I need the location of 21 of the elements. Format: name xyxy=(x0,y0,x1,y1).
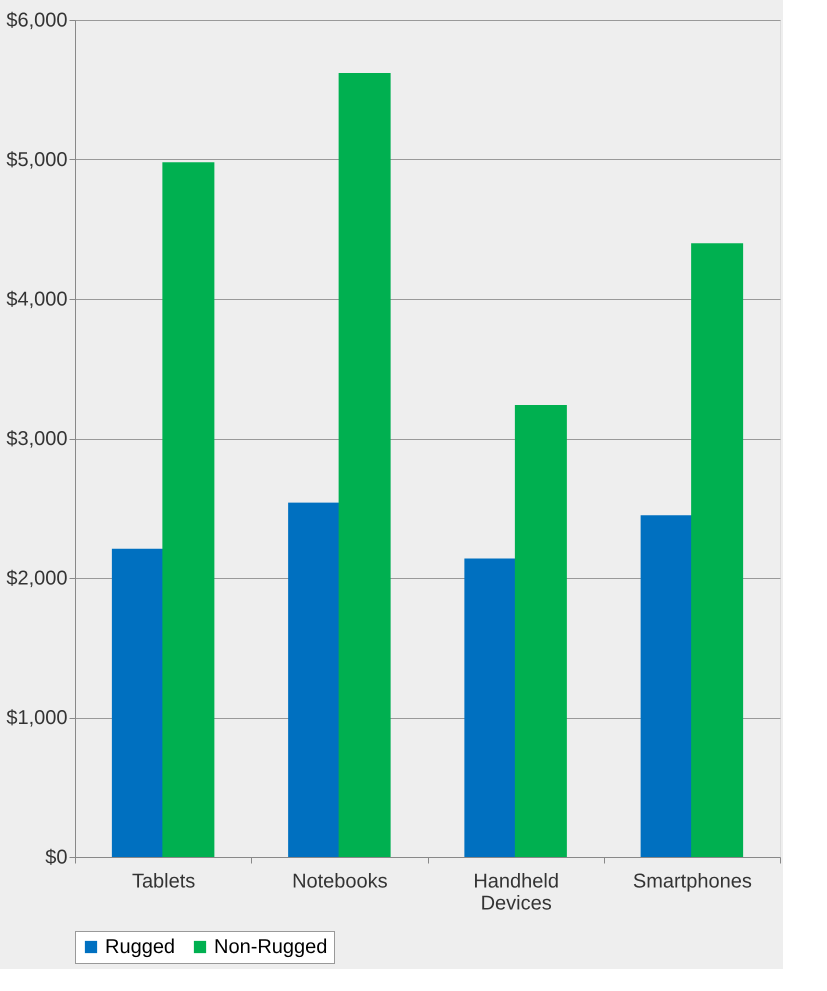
x-tick-label: Smartphones xyxy=(632,870,752,892)
y-tick-label: $6,000 xyxy=(6,10,68,32)
y-tick-label: $3,000 xyxy=(6,428,68,450)
y-tick-label: $2,000 xyxy=(6,568,68,590)
y-tick-label: $4,000 xyxy=(6,288,68,310)
bar xyxy=(691,243,744,857)
legend-label: Rugged xyxy=(105,936,176,958)
bar xyxy=(112,548,164,857)
x-tick-label: Notebooks xyxy=(292,870,388,892)
bar xyxy=(640,515,693,857)
bar xyxy=(514,405,567,857)
bar xyxy=(338,73,391,857)
y-tick-label: $5,000 xyxy=(6,149,68,171)
x-tick-label: Handheld Devices xyxy=(473,870,559,914)
bar xyxy=(464,558,516,857)
bar xyxy=(162,162,214,857)
y-tick-label: $1,000 xyxy=(6,707,68,729)
y-tick-label: $0 xyxy=(45,846,68,868)
x-tick-label: Tablets xyxy=(132,870,196,892)
bar xyxy=(288,502,340,857)
legend-label: Non-Rugged xyxy=(214,936,328,958)
